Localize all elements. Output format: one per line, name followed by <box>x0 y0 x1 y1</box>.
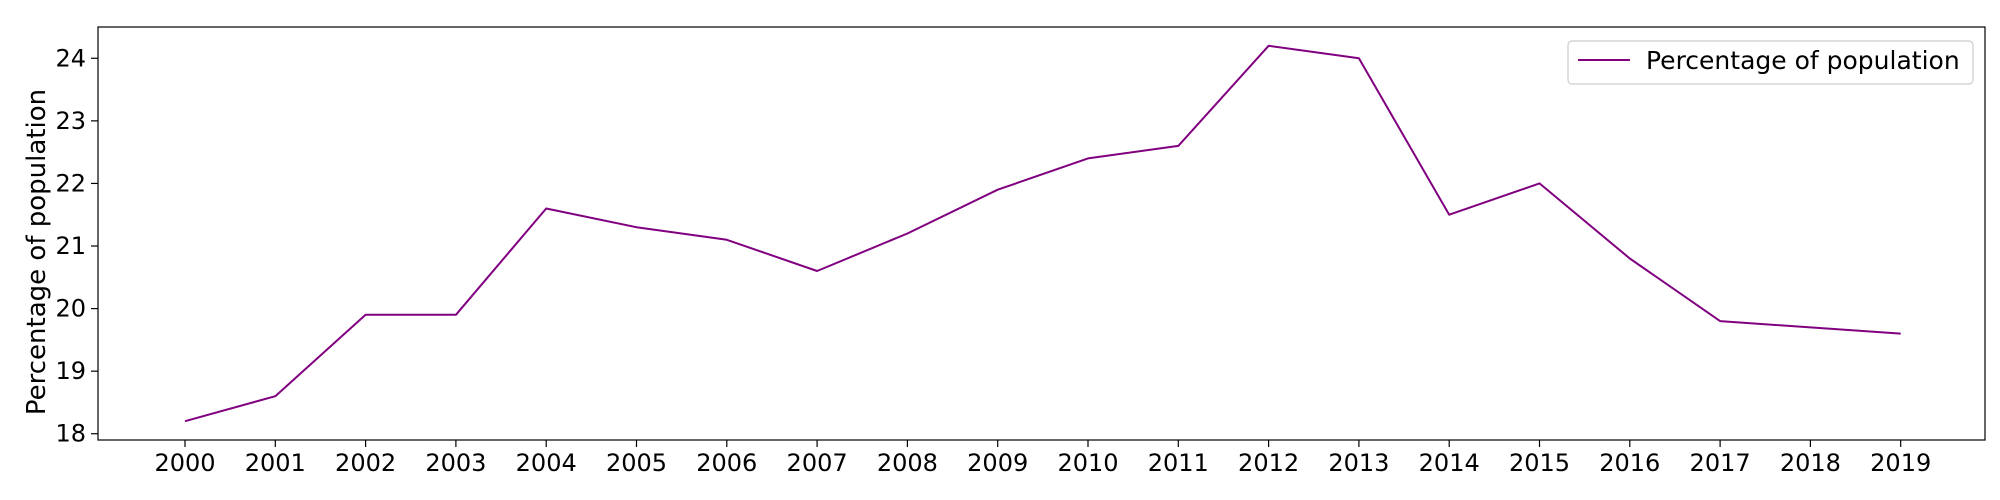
y-tick-label: 18 <box>55 420 86 448</box>
x-tick-label: 2009 <box>967 449 1028 477</box>
x-tick-label: 2002 <box>335 449 396 477</box>
legend-box <box>1567 40 1974 85</box>
plot-area-frame <box>97 26 1986 441</box>
x-tick-label: 2000 <box>154 449 215 477</box>
x-axis-ticks: 2000 2001 2002 2003 2004 2005 2006 2007 2008 2009… <box>154 440 1931 477</box>
x-tick-label: 2019 <box>1870 449 1931 477</box>
series-layer <box>184 44 1901 423</box>
x-tick-label: 2015 <box>1509 449 1570 477</box>
x-tick-label: 2013 <box>1328 449 1389 477</box>
x-tick-label: 2003 <box>425 449 486 477</box>
x-tick-label: 2005 <box>606 449 667 477</box>
y-tick-label: 19 <box>55 357 86 385</box>
x-tick-label: 2004 <box>516 449 577 477</box>
legend: Percentage of population <box>1567 40 1974 85</box>
y-tick-label: 22 <box>55 169 86 197</box>
x-tick-label: 2018 <box>1780 449 1841 477</box>
x-tick-label: 2016 <box>1599 449 1660 477</box>
y-tick-label: 23 <box>55 107 86 135</box>
y-axis-title-group: Percentage of population <box>22 89 52 415</box>
x-tick-label: 2001 <box>245 449 306 477</box>
x-tick-label: 2007 <box>787 449 848 477</box>
x-tick-label: 2008 <box>877 449 938 477</box>
y-tick-label: 21 <box>55 232 86 260</box>
legend-label-percentage-of-population: Percentage of population <box>1646 46 1960 75</box>
series-line-percentage-of-population <box>184 44 1901 423</box>
x-tick-label: 2010 <box>1057 449 1118 477</box>
y-tick-label: 20 <box>55 295 86 323</box>
x-tick-label: 2012 <box>1238 449 1299 477</box>
y-axis-title: Percentage of population <box>22 89 52 415</box>
x-tick-label: 2011 <box>1148 449 1209 477</box>
y-axis-ticks: 18 19 20 21 22 23 24 <box>55 44 98 448</box>
y-tick-label: 24 <box>55 44 86 72</box>
x-tick-label: 2006 <box>696 449 757 477</box>
x-tick-label: 2014 <box>1419 449 1480 477</box>
x-tick-label: 2017 <box>1690 449 1751 477</box>
